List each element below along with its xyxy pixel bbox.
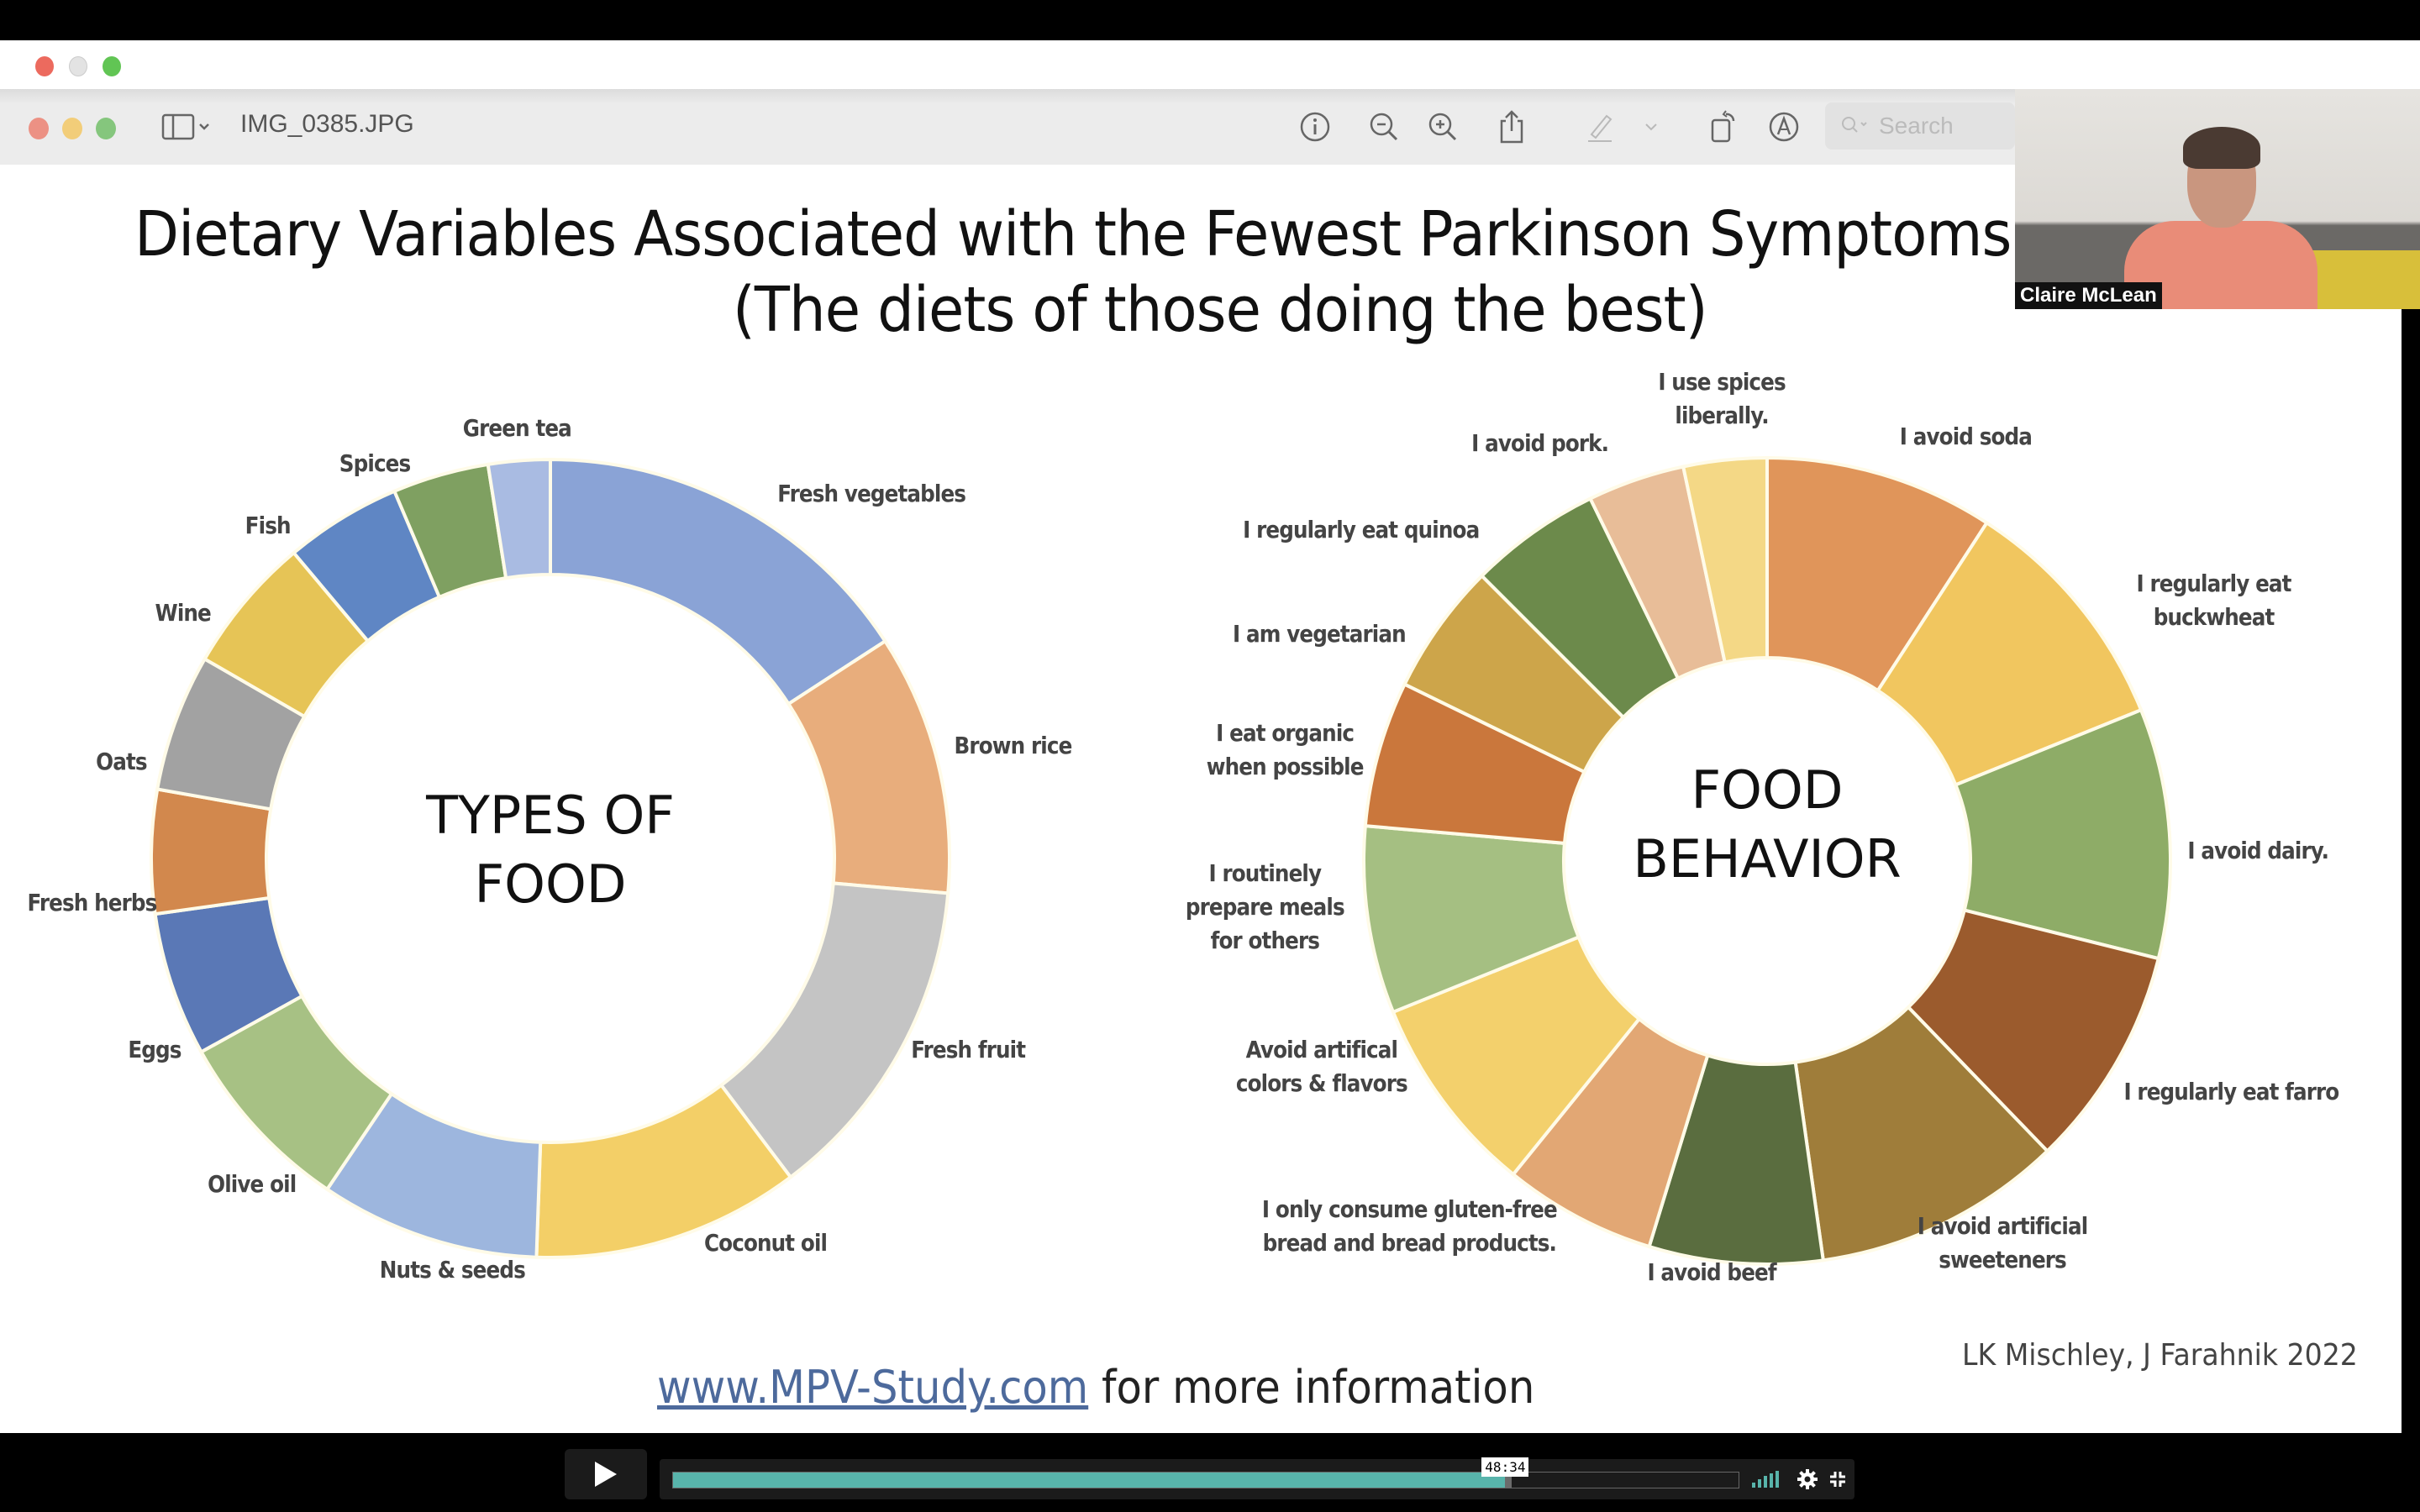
close-button[interactable]: [35, 56, 54, 76]
document-title: IMG_0385.JPG: [240, 110, 414, 138]
search-input[interactable]: Search: [1825, 102, 2015, 150]
donut-segment: [1876, 520, 2144, 787]
segment-label: Fresh herbs: [27, 889, 157, 916]
donut-segment: [1793, 1005, 2050, 1263]
credit-text: LK Mischley, J Farahnik 2022: [1962, 1338, 2358, 1373]
types-of-food-center-label: TYPES OF FOOD: [370, 781, 731, 919]
preview-zoom-button[interactable]: [96, 118, 116, 139]
donut-segment: [1765, 455, 1990, 693]
segment-label: I regularly eat buckwheat: [2136, 570, 2292, 631]
zoom-out-icon[interactable]: [1363, 106, 1405, 148]
food-behavior-center-label: FOOD BEHAVIOR: [1580, 756, 1954, 894]
segment-label: Avoid artifical colors & flavors: [1235, 1036, 1408, 1097]
types-of-food-donut: [150, 457, 951, 1259]
segment-label: I avoid beef: [1647, 1258, 1776, 1286]
segment-label: Wine: [155, 599, 212, 627]
exit-fullscreen-icon[interactable]: [1826, 1467, 1849, 1491]
footer-text: for more information: [1088, 1361, 1535, 1414]
segment-label: I am vegetarian: [1233, 620, 1407, 648]
segment-label: Spices: [339, 449, 411, 477]
search-icon: [1842, 117, 1867, 133]
segment-label: Fresh fruit: [911, 1036, 1026, 1063]
sidebar-toggle-icon[interactable]: [160, 106, 213, 148]
segment-label: Oats: [96, 748, 147, 775]
segment-label: I avoid artificial sweeteners: [1917, 1212, 2088, 1273]
center-label-line: BEHAVIOR: [1633, 828, 1902, 890]
donut-segment: [1953, 707, 2172, 961]
preview-toolbar: IMG_0385.JPG Search: [0, 89, 2015, 165]
minimize-button[interactable]: [69, 56, 87, 76]
progress-bar[interactable]: 48:34: [672, 1457, 1739, 1488]
video-player-controls: 48:34: [0, 1433, 2420, 1512]
segment-label: Green tea: [462, 414, 572, 442]
center-label-line: FOOD: [1691, 759, 1844, 821]
webcam-video-tile: Claire McLean: [2015, 89, 2420, 309]
search-placeholder: Search: [1879, 113, 1954, 139]
markup-pen-icon[interactable]: [1580, 106, 1622, 148]
slide-title: Dietary Variables Associated with the Fe…: [134, 198, 2012, 270]
rotate-icon[interactable]: [1702, 106, 1744, 148]
segment-label: Olive oil: [208, 1170, 297, 1198]
annotate-icon[interactable]: [1763, 106, 1805, 148]
segment-label: Fresh vegetables: [777, 480, 966, 507]
preview-minimize-button[interactable]: [62, 118, 82, 139]
time-tooltip: 48:34: [1481, 1457, 1529, 1477]
webcam-participant-hair: [2183, 127, 2260, 169]
segment-label: Brown rice: [954, 732, 1073, 759]
donut-segment: [486, 457, 552, 580]
mpv-study-link[interactable]: www.MPV-Study.com: [657, 1361, 1089, 1414]
outer-window-titlebar: [0, 40, 2420, 89]
segment-label: I eat organic when possible: [1206, 719, 1365, 780]
participant-name-label: Claire McLean: [2015, 282, 2162, 309]
play-icon: [595, 1462, 617, 1487]
played-bar: [673, 1473, 1506, 1488]
footer-info: www.MPV-Study.com for more information: [657, 1361, 1534, 1414]
segment-label: I use spices liberally.: [1658, 368, 1786, 429]
control-bar: 48:34: [660, 1457, 1854, 1499]
segment-label: I regularly eat quinoa: [1243, 516, 1480, 543]
slide-subtitle: (The diets of those doing the best): [733, 274, 1708, 346]
segment-label: Fish: [245, 512, 292, 539]
play-button[interactable]: [565, 1449, 647, 1499]
segment-label: Eggs: [128, 1036, 182, 1063]
segment-label: Coconut oil: [703, 1229, 828, 1257]
donut-segment: [1681, 455, 1769, 664]
zoom-in-icon[interactable]: [1422, 106, 1464, 148]
segment-label: I regularly eat farro: [2123, 1078, 2339, 1105]
chevron-down-icon[interactable]: [1639, 106, 1664, 148]
zoom-button[interactable]: [103, 56, 121, 76]
segment-label: I routinely prepare meals for others: [1185, 859, 1345, 954]
donut-segment: [150, 787, 273, 916]
volume-icon[interactable]: [1752, 1471, 1779, 1488]
info-icon[interactable]: [1294, 106, 1336, 148]
screen-top-bar: [0, 0, 2420, 40]
settings-gear-icon[interactable]: [1796, 1467, 1819, 1491]
center-label-line: FOOD: [474, 853, 627, 915]
segment-label: I avoid soda: [1899, 423, 2033, 450]
food-behavior-donut: [1362, 455, 2172, 1266]
segment-label: I avoid dairy.: [2187, 837, 2329, 864]
segment-label: I only consume gluten-free bread and brea…: [1261, 1195, 1558, 1257]
preview-close-button[interactable]: [29, 118, 49, 139]
segment-label: Nuts & seeds: [379, 1256, 526, 1284]
donut-segment: [549, 457, 888, 706]
share-icon[interactable]: [1491, 106, 1533, 148]
segment-label: I avoid pork.: [1471, 429, 1609, 457]
center-label-line: TYPES OF: [426, 785, 675, 846]
